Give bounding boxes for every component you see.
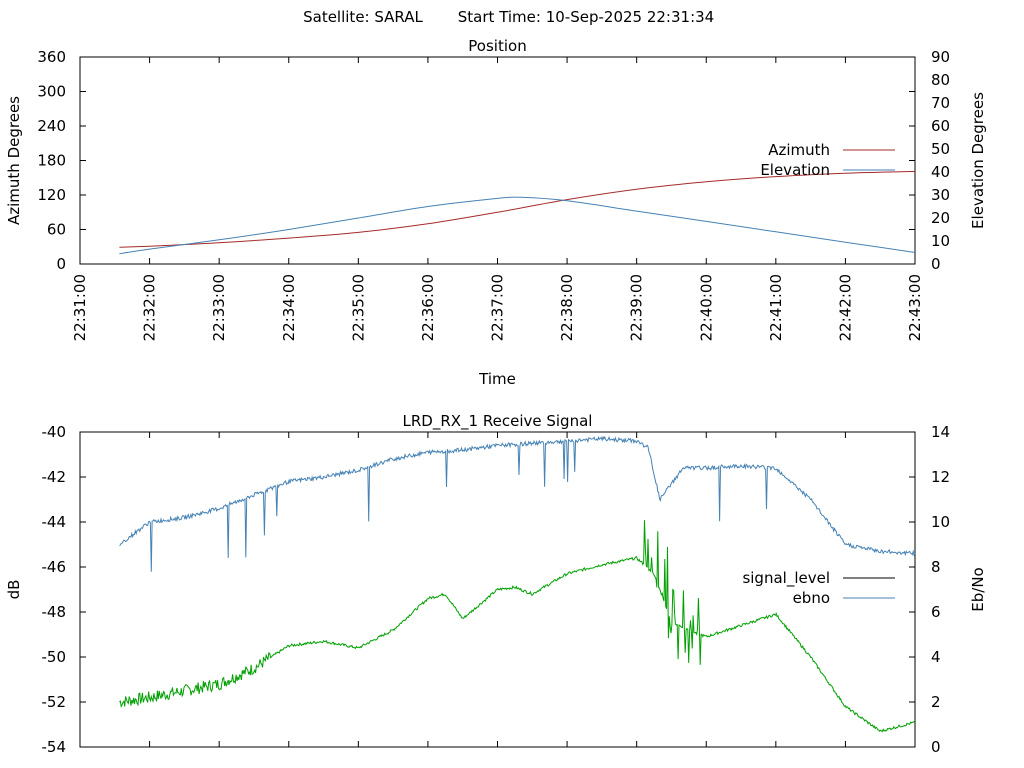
- y2-tick-label: 6: [931, 603, 941, 621]
- y-tick-label: 0: [56, 255, 66, 273]
- y-tick-label: -44: [42, 513, 67, 531]
- legend-label-azimuth: Azimuth: [768, 141, 830, 159]
- y2-tick-label: 2: [931, 693, 941, 711]
- y-tick-label: -42: [42, 468, 67, 486]
- series-line-elevation: [119, 196, 916, 255]
- x-tick-label: 22:40:00: [697, 274, 715, 341]
- y-tick-label: 240: [37, 117, 66, 135]
- satellite-label: Satellite: SARAL: [303, 8, 423, 26]
- y2-tick-label: 50: [931, 140, 950, 158]
- y2-tick-label: 0: [931, 738, 941, 756]
- y2-axis-label: Eb/No: [969, 567, 987, 611]
- y2-tick-label: 8: [931, 558, 941, 576]
- x-tick-label: 22:36:00: [419, 274, 437, 341]
- position-chart: Position 0 60 120 180 240 300 360 0 10 20 30 40 50 60 7…: [5, 37, 987, 388]
- y2-tick-label: 20: [931, 209, 950, 227]
- x-tick-label: 22:34:00: [280, 274, 298, 341]
- x-tick-label: 22:39:00: [628, 274, 646, 341]
- y-tick-label: 120: [37, 186, 66, 204]
- y-tick-label: -40: [42, 423, 67, 441]
- y2-tick-label: 14: [931, 423, 950, 441]
- y2-tick-label: 10: [931, 513, 950, 531]
- x-tick-label: 22:42:00: [836, 274, 854, 341]
- y-tick-label: -54: [42, 738, 67, 756]
- y2-tick-label: 70: [931, 94, 950, 112]
- y-tick-label: -50: [42, 648, 67, 666]
- x-tick-label: 22:31:00: [71, 274, 89, 341]
- x-tick-label: 22:32:00: [141, 274, 159, 341]
- y-tick-label: 180: [37, 152, 66, 170]
- y-axis-label: Azimuth Degrees: [5, 96, 23, 225]
- series-line-signal-level: [119, 520, 916, 733]
- y-tick-label: -48: [42, 603, 67, 621]
- x-tick-label: 22:43:00: [906, 274, 924, 341]
- y2-tick-label: 40: [931, 163, 950, 181]
- x-axis-label: Time: [478, 370, 516, 388]
- y-axis-label: dB: [5, 580, 23, 600]
- y2-tick-label: 4: [931, 648, 941, 666]
- y-tick-label: 360: [37, 48, 66, 66]
- series-line-azimuth: [119, 170, 916, 248]
- series-line-ebno: [119, 435, 916, 572]
- y-tick-label: 300: [37, 83, 66, 101]
- chart-title: LRD_RX_1 Receive Signal: [403, 412, 593, 431]
- x-tick-label: 22:37:00: [489, 274, 507, 341]
- receive-signal-chart: LRD_RX_1 Receive Signal -54 -52 -50 -48 -46 -4…: [5, 412, 987, 756]
- x-tick-label: 22:35:00: [349, 274, 367, 341]
- y2-tick-label: 60: [931, 117, 950, 135]
- legend-label-ebno: ebno: [793, 589, 830, 607]
- x-tick-label: 22:33:00: [210, 274, 228, 341]
- x-tick-label: 22:41:00: [767, 274, 785, 341]
- y-tick-label: -46: [42, 558, 67, 576]
- y-tick-label: -52: [42, 693, 67, 711]
- x-tick-label: 22:38:00: [558, 274, 576, 341]
- y2-tick-label: 10: [931, 232, 950, 250]
- chart-title: Position: [468, 37, 526, 55]
- legend-label-signal-level: signal_level: [742, 569, 830, 588]
- y2-tick-label: 0: [931, 255, 941, 273]
- y2-axis-label: Elevation Degrees: [969, 92, 987, 229]
- legend-label-elevation: Elevation: [760, 161, 830, 179]
- y-tick-label: 60: [47, 221, 66, 239]
- y2-tick-label: 30: [931, 186, 950, 204]
- y2-tick-label: 12: [931, 468, 950, 486]
- y2-tick-label: 80: [931, 71, 950, 89]
- y2-tick-label: 90: [931, 48, 950, 66]
- start-time-label: Start Time: 10-Sep-2025 22:31:34: [458, 8, 714, 26]
